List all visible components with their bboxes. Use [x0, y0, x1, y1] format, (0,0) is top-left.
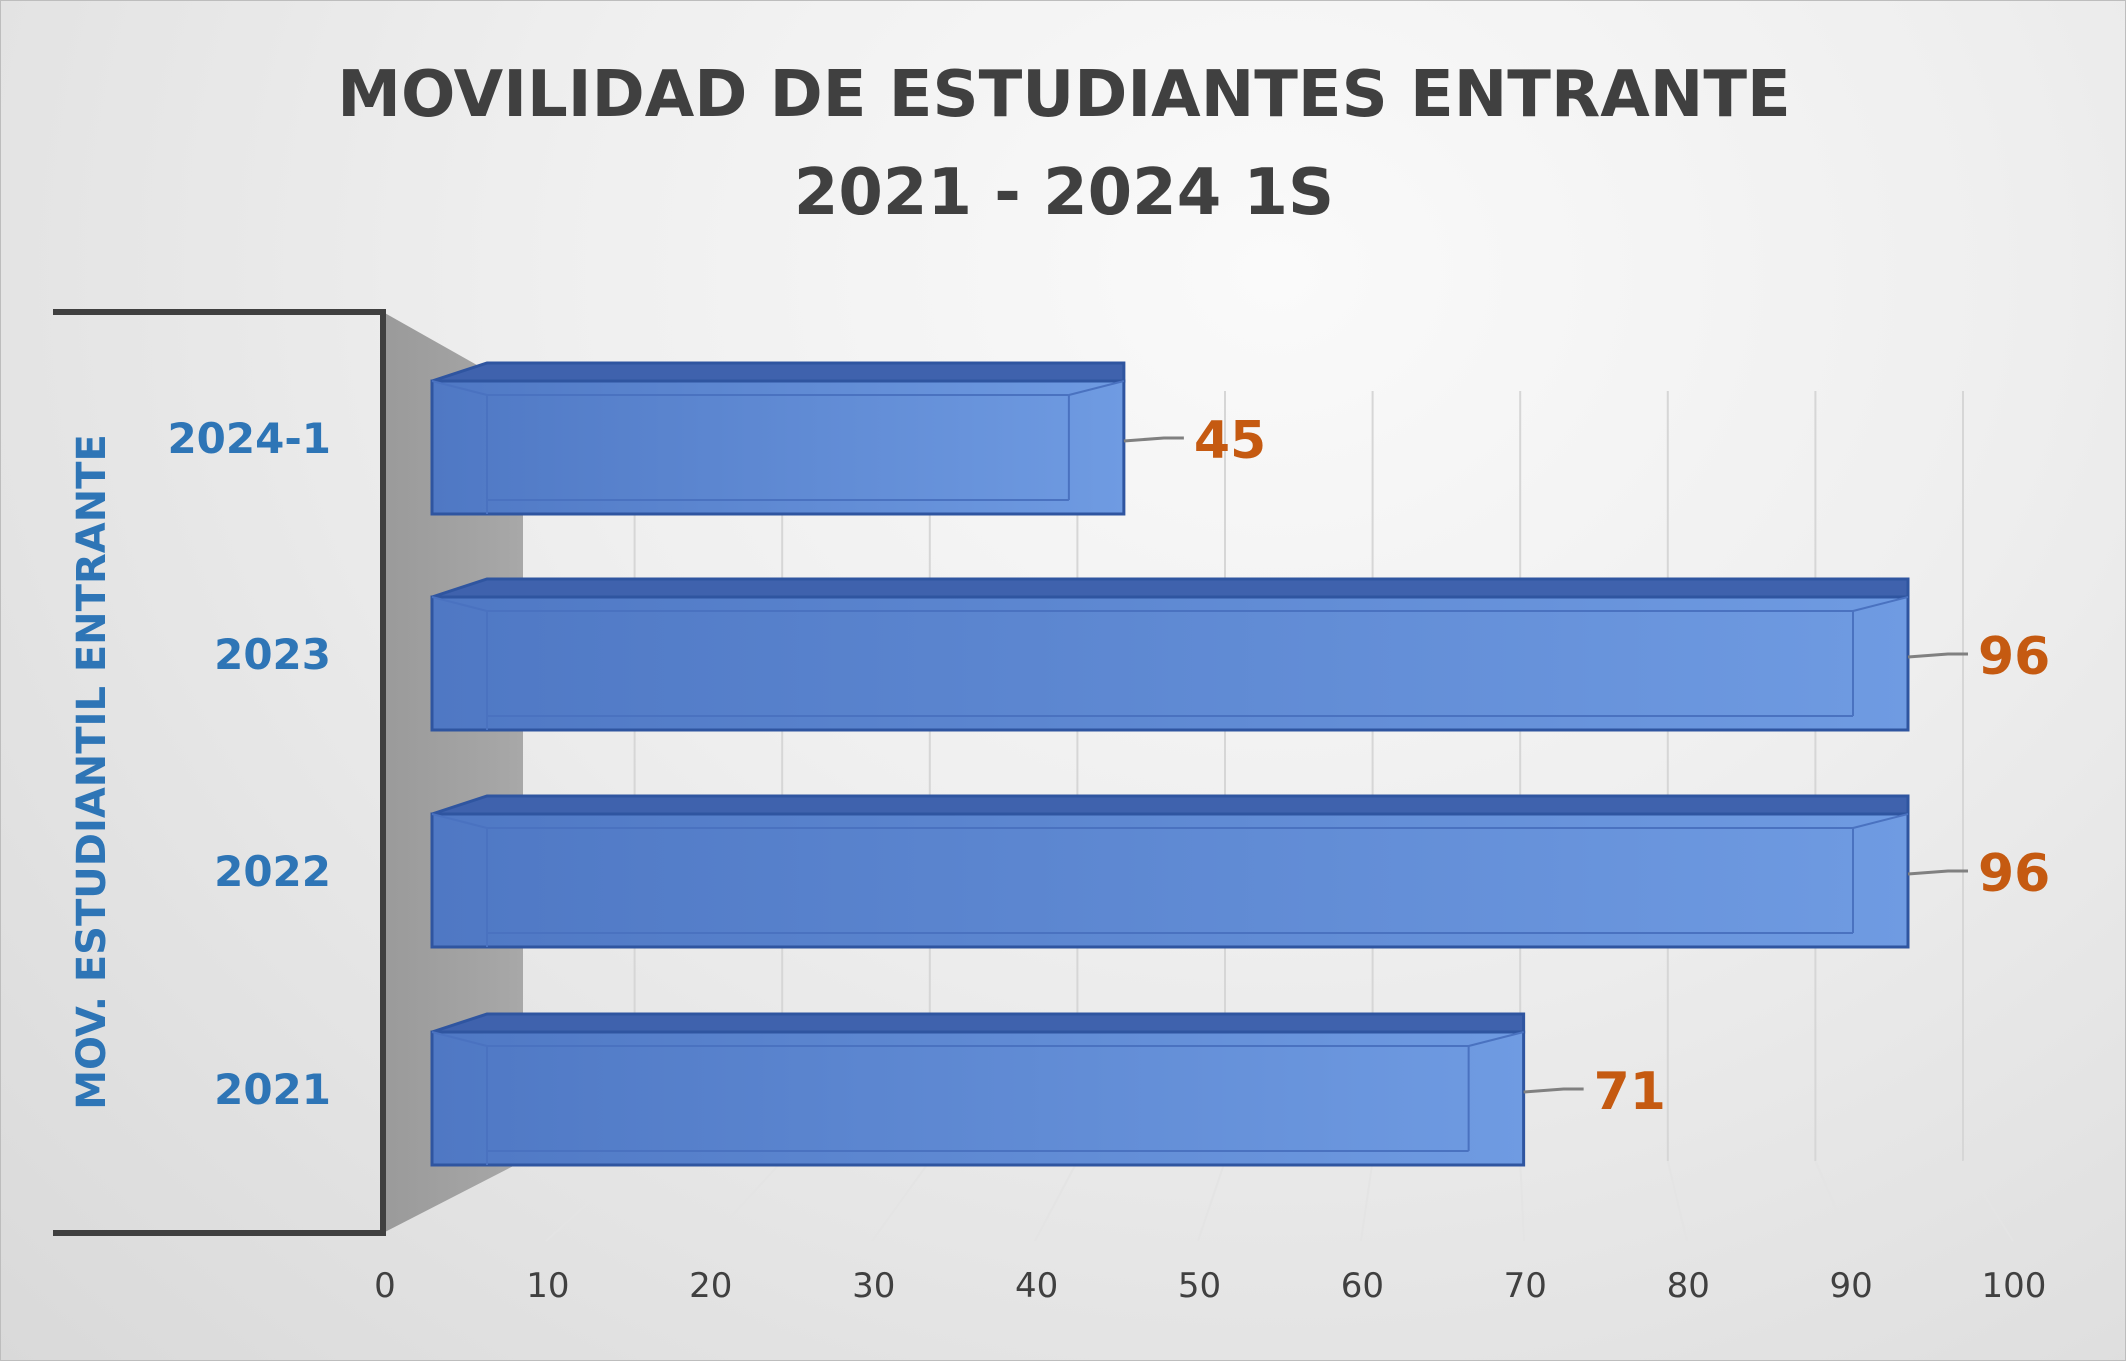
data-label: 96: [1978, 627, 2050, 687]
data-label: 45: [1194, 411, 1266, 471]
bar-bevel: [431, 813, 488, 829]
bar-2023: 96: [430, 577, 2050, 732]
x-tick-label: 70: [1504, 1266, 1547, 1306]
data-label-leader: [1123, 436, 1184, 443]
category-axis-frame: [53, 309, 386, 1236]
bar-top-face: [431, 577, 1910, 599]
data-label: 71: [1594, 1062, 1666, 1122]
floor-gridline-80: [1666, 1160, 1688, 1242]
data-label-leader: [1907, 869, 1968, 876]
bars: 45 96 96 71: [430, 361, 2050, 1167]
bar-front-face: [430, 1030, 1526, 1167]
floor-gridline-70: [1519, 1160, 1525, 1242]
bar-front-face: [430, 379, 1126, 516]
x-tick-label: 40: [1015, 1266, 1058, 1306]
category-labels: 2024-1 2023 2022 2021: [167, 414, 331, 1114]
floor-gridline-50: [1197, 1160, 1226, 1242]
bar-bevel: [1852, 813, 1909, 829]
bar-front-face: [430, 812, 1910, 949]
bar-bevel: [431, 596, 488, 612]
floor-gridline-100: [1962, 1160, 2014, 1242]
x-tick-label: 30: [852, 1266, 895, 1306]
bar-top-face: [431, 1012, 1526, 1034]
bar-2024-1: 45: [430, 361, 1266, 516]
bar-bevel: [1068, 380, 1125, 396]
chart-title: MOVILIDAD DE ESTUDIANTES ENTRANTE: [337, 58, 1790, 132]
floor-gridline-40: [1034, 1160, 1079, 1242]
floor-gridline-60: [1360, 1160, 1374, 1242]
bar-bevel: [1468, 1031, 1524, 1047]
x-tick-label: 100: [1982, 1266, 2047, 1306]
bar-top-face: [431, 794, 1910, 816]
x-tick-label: 50: [1178, 1266, 1221, 1306]
category-label: 2022: [214, 847, 331, 896]
chart-subtitle: 2021 - 2024 1S: [794, 156, 1334, 230]
floor-gridline-10: [545, 1160, 636, 1242]
data-label-leader: [1523, 1087, 1584, 1094]
bar-top-face: [431, 361, 1126, 383]
data-label: 96: [1978, 844, 2050, 904]
category-label: 2024-1: [167, 414, 331, 463]
x-tick-label: 90: [1829, 1266, 1872, 1306]
floor-gridline-30: [871, 1160, 931, 1242]
side-wall: [383, 312, 523, 1233]
y-axis-label: MOV. ESTUDIANTIL ENTRANTE: [69, 434, 115, 1110]
bar-bevel: [431, 1031, 488, 1047]
x-tick-label: 10: [526, 1266, 569, 1306]
bar-2022: 96: [430, 794, 2050, 949]
category-label: 2023: [214, 630, 331, 679]
x-tick-label: 0: [374, 1266, 396, 1306]
bar-2021: 71: [430, 1012, 1666, 1167]
x-tick-labels: 0 10 20 30 40 50 60 70 80 90 100: [374, 1266, 2046, 1306]
x-tick-label: 80: [1667, 1266, 1710, 1306]
floor-gridline-20: [708, 1160, 783, 1242]
x-tick-label: 20: [689, 1266, 732, 1306]
bar-bevel: [1852, 596, 1909, 612]
data-label-leader: [1907, 652, 1968, 659]
x-tick-label: 60: [1341, 1266, 1384, 1306]
bar-bevel: [431, 380, 488, 396]
category-label: 2021: [214, 1065, 331, 1114]
floor-gridline-90: [1814, 1160, 1851, 1242]
bar-front-face: [430, 595, 1910, 732]
